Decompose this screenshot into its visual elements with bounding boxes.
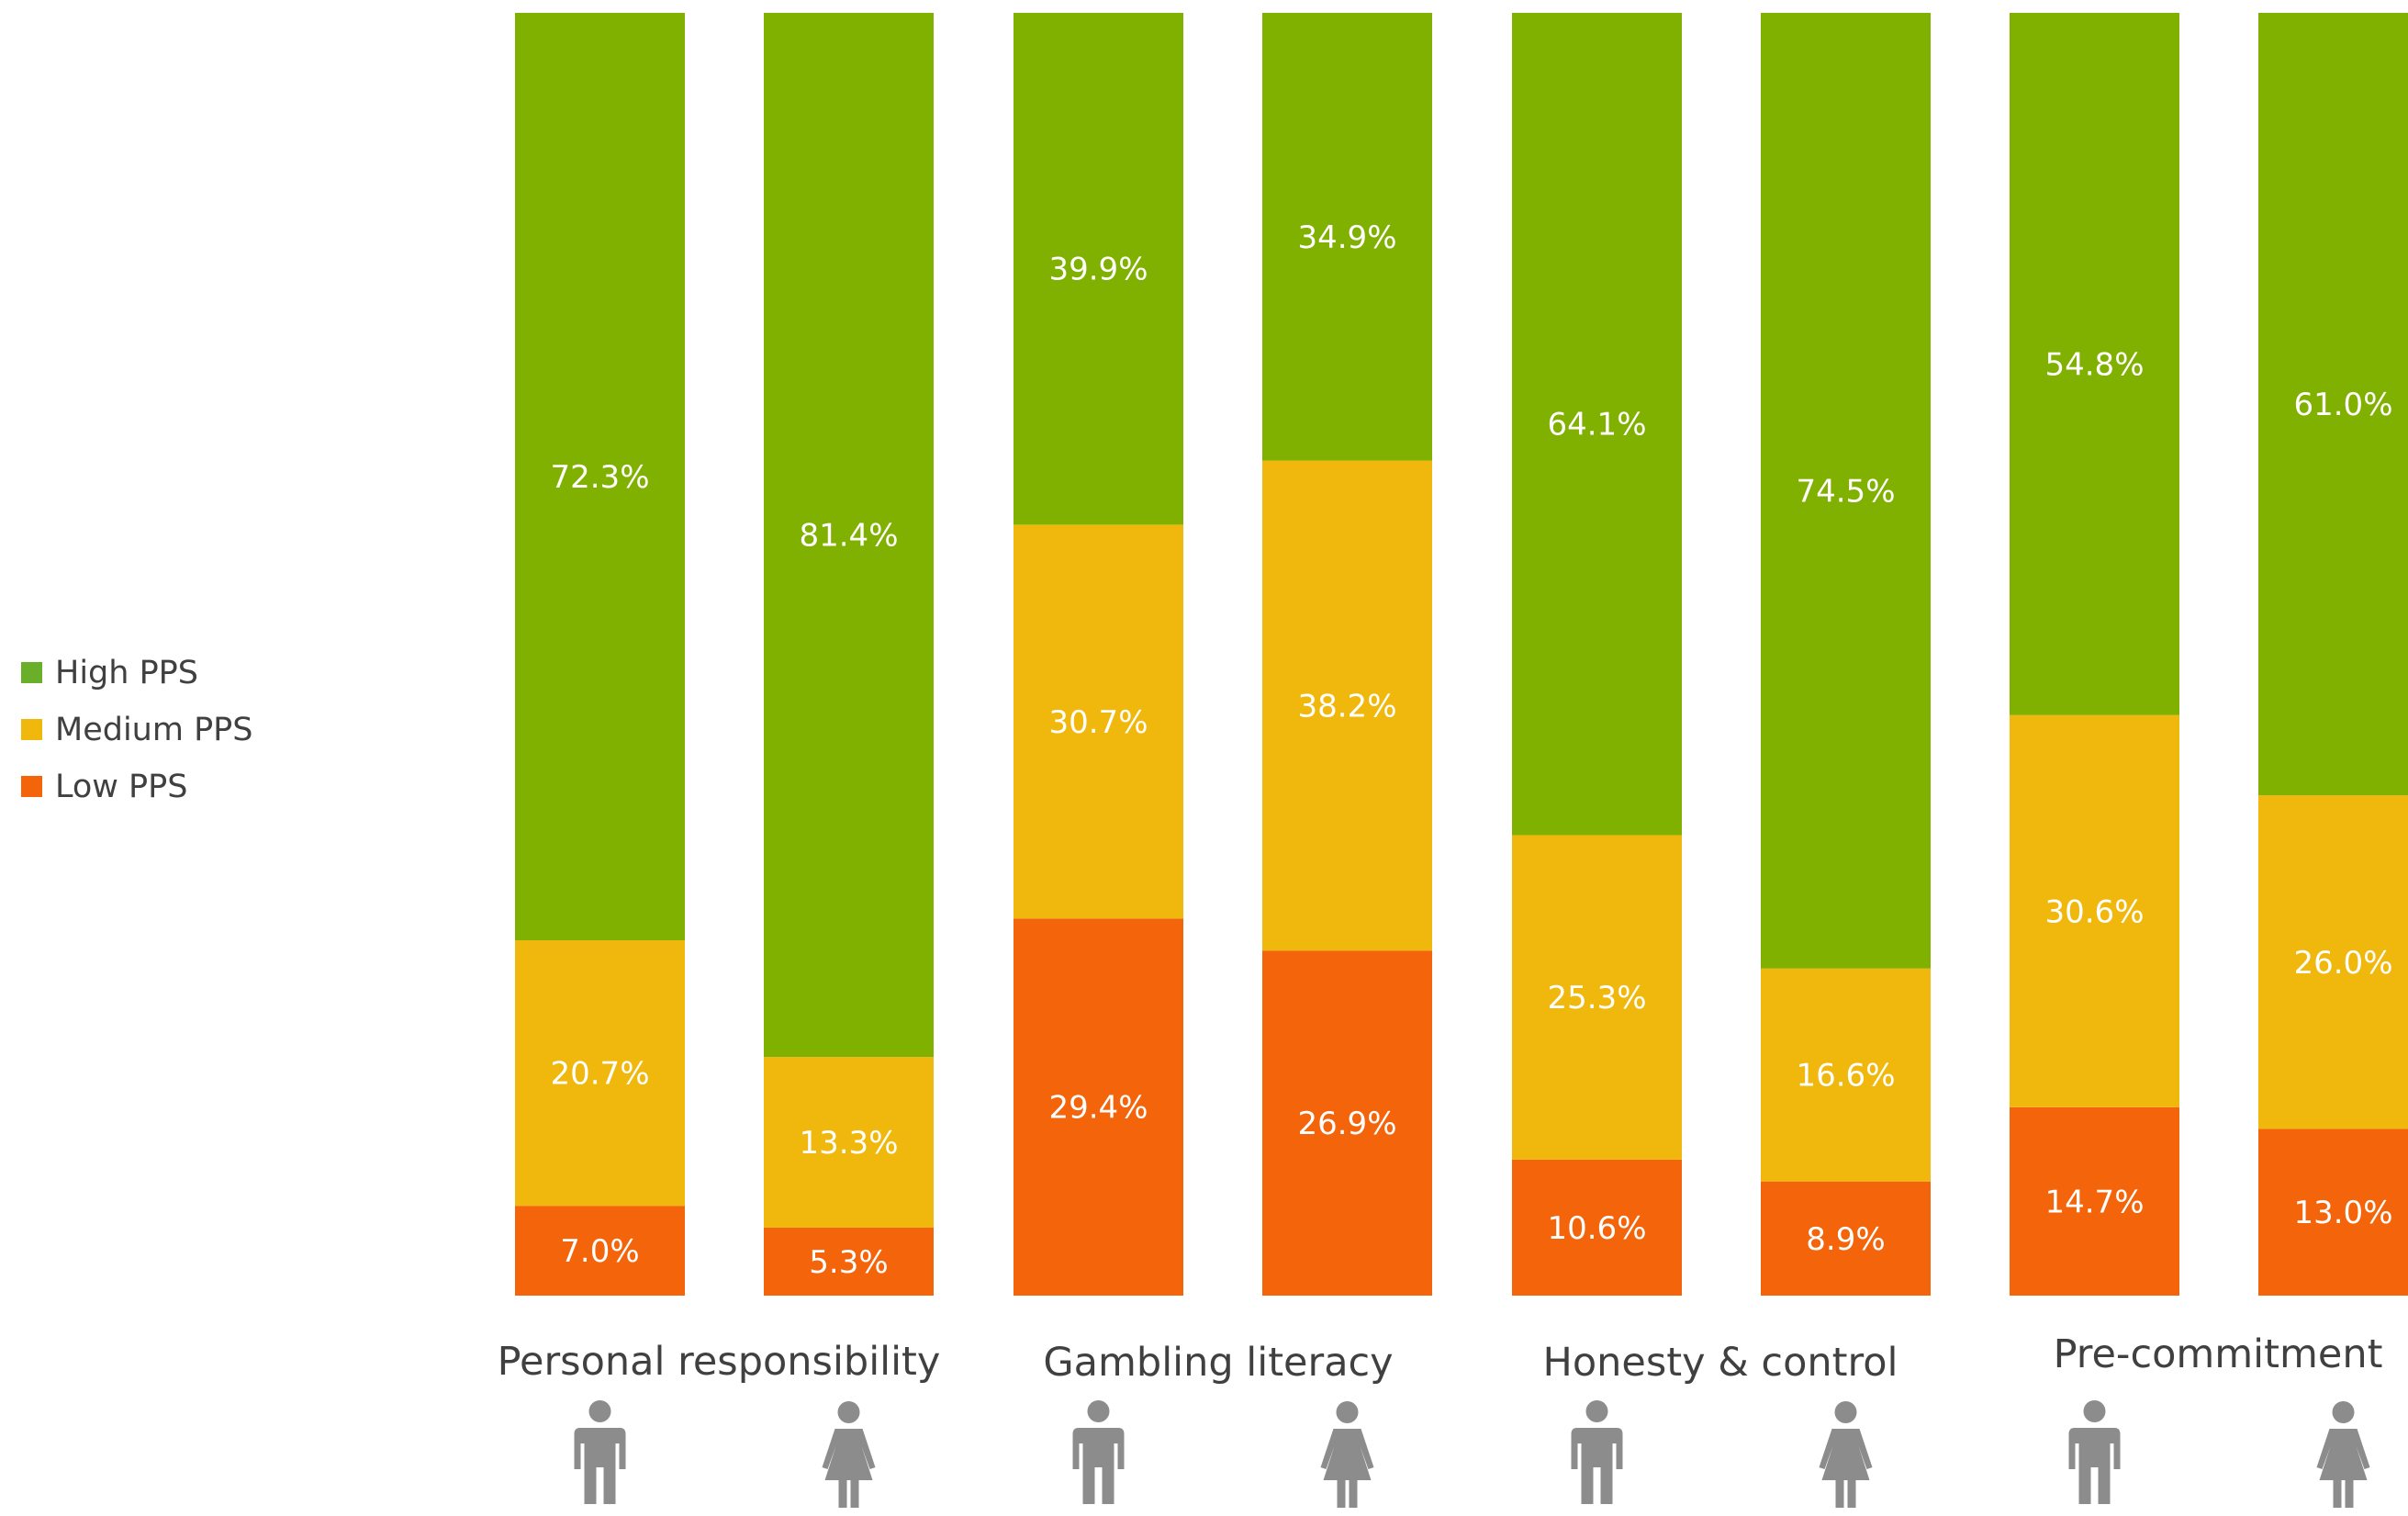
bar-segment-high-pps-1 <box>515 13 685 941</box>
female-person-icon <box>1819 1401 1873 1508</box>
bar-segment-high-pps-8 <box>2258 13 2408 796</box>
bars <box>515 13 2408 1296</box>
bar-segment-low-pps-8 <box>2258 1129 2408 1296</box>
gender-icons <box>574 1400 2370 1508</box>
legend-swatch-high-pps <box>21 662 42 683</box>
data-label-low-pps-3: 29.4% <box>1048 1090 1148 1127</box>
bar-segment-medium-pps-8 <box>2258 795 2408 1129</box>
legend-swatch-low-pps <box>21 776 42 797</box>
data-label-medium-pps-3: 30.7% <box>1048 704 1148 741</box>
male-person-icon <box>2068 1400 2121 1504</box>
data-label-low-pps-6: 8.9% <box>1806 1221 1885 1258</box>
segment-labels: 7.0% 20.7% 72.3% 5.3% 13.3% 81.4% 29.4% 30.7% 39… <box>550 219 2392 1281</box>
data-label-medium-pps-1: 20.7% <box>550 1056 649 1093</box>
data-label-high-pps-5: 64.1% <box>1547 407 1646 444</box>
bar-segment-medium-pps-6 <box>1761 968 1931 1182</box>
group-label-personal-responsibility: Personal responsibility <box>498 1339 941 1385</box>
data-label-high-pps-2: 81.4% <box>799 518 898 555</box>
male-person-icon <box>574 1400 626 1504</box>
data-label-low-pps-8: 13.0% <box>2293 1195 2392 1231</box>
group-label-honesty-control: Honesty & control <box>1543 1340 1898 1386</box>
bar-segment-low-pps-4 <box>1262 950 1432 1296</box>
data-label-high-pps-1: 72.3% <box>550 459 649 496</box>
female-person-icon <box>1320 1401 1374 1508</box>
group-label-pre-commitment: Pre-commitment <box>2054 1331 2383 1377</box>
bar-segment-low-pps-6 <box>1761 1181 1931 1296</box>
bar-segment-high-pps-4 <box>1262 13 1432 461</box>
male-person-icon <box>1571 1400 1623 1504</box>
male-person-icon <box>1072 1400 1125 1504</box>
bar-segment-low-pps-2 <box>764 1227 934 1296</box>
data-label-medium-pps-5: 25.3% <box>1547 980 1646 1016</box>
group-label-gambling-literacy: Gambling literacy <box>1043 1340 1393 1386</box>
female-person-icon <box>2316 1401 2370 1508</box>
data-label-high-pps-7: 54.8% <box>2044 346 2144 383</box>
bar-segment-high-pps-6 <box>1761 13 1931 969</box>
bar-segment-high-pps-7 <box>2010 13 2179 715</box>
bar-segment-low-pps-7 <box>2010 1106 2179 1296</box>
data-label-low-pps-1: 7.0% <box>560 1233 639 1270</box>
legend: High PPS Medium PPS Low PPS <box>21 655 253 805</box>
bar-segment-medium-pps-5 <box>1512 835 1682 1160</box>
data-label-high-pps-4: 34.9% <box>1297 219 1396 256</box>
bar-segment-medium-pps-2 <box>764 1057 934 1228</box>
data-label-low-pps-4: 26.9% <box>1297 1106 1396 1142</box>
female-person-icon <box>822 1401 876 1508</box>
data-label-medium-pps-6: 16.6% <box>1796 1058 1895 1095</box>
data-label-medium-pps-7: 30.6% <box>2044 893 2144 930</box>
bar-segment-low-pps-5 <box>1512 1159 1682 1296</box>
legend-label-high-pps: High PPS <box>55 655 198 691</box>
bar-segment-high-pps-5 <box>1512 13 1682 836</box>
data-label-low-pps-2: 5.3% <box>809 1244 888 1281</box>
group-labels: Personal responsibility Gambling literacy… <box>498 1331 2383 1386</box>
bar-segment-medium-pps-3 <box>1014 524 1183 919</box>
data-label-medium-pps-4: 38.2% <box>1297 688 1396 724</box>
bar-segment-medium-pps-1 <box>515 940 685 1207</box>
data-label-high-pps-8: 61.0% <box>2293 387 2392 423</box>
bar-segment-high-pps-2 <box>764 13 934 1058</box>
data-label-low-pps-7: 14.7% <box>2044 1184 2144 1220</box>
bar-segment-low-pps-3 <box>1014 918 1183 1296</box>
data-label-low-pps-5: 10.6% <box>1547 1210 1646 1247</box>
data-label-high-pps-6: 74.5% <box>1796 473 1895 510</box>
legend-label-medium-pps: Medium PPS <box>55 712 253 748</box>
data-label-medium-pps-8: 26.0% <box>2293 945 2392 982</box>
data-label-medium-pps-2: 13.3% <box>799 1125 898 1162</box>
bar-segment-medium-pps-4 <box>1262 460 1432 951</box>
legend-label-low-pps: Low PPS <box>55 769 187 805</box>
bar-segment-high-pps-3 <box>1014 13 1183 525</box>
bar-segment-medium-pps-7 <box>2010 714 2179 1107</box>
legend-swatch-medium-pps <box>21 719 42 740</box>
data-label-high-pps-3: 39.9% <box>1048 252 1148 288</box>
bar-segment-low-pps-1 <box>515 1206 685 1296</box>
